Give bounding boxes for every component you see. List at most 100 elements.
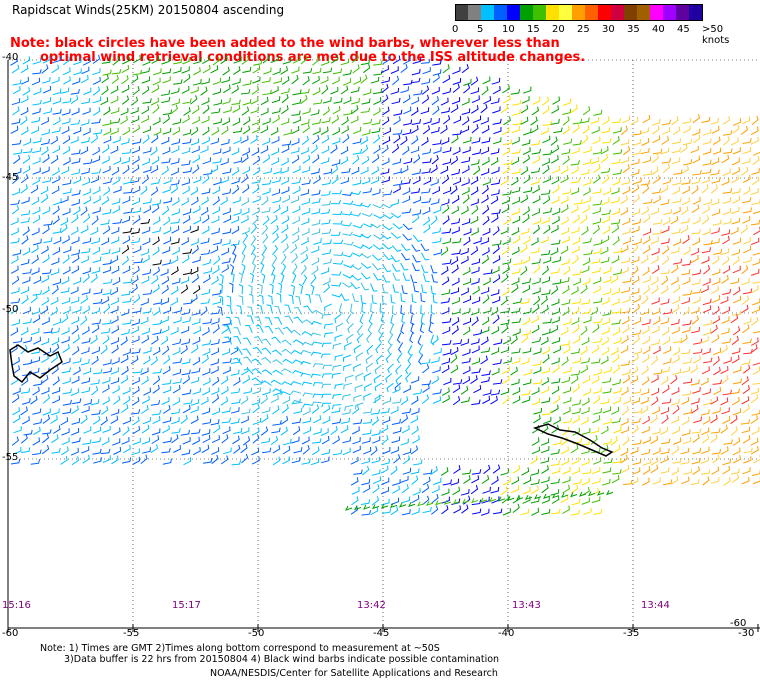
wind-barb: [232, 184, 240, 195]
wind-barb: [411, 119, 421, 125]
wind-barb: [372, 484, 380, 494]
wind-barb: [370, 283, 378, 292]
time-label-1: 15:16: [2, 600, 31, 611]
wind-barb: [562, 188, 572, 195]
wind-barb: [482, 395, 491, 404]
wind-barb: [71, 199, 80, 206]
wind-barb: [471, 499, 482, 506]
wind-barb: [262, 54, 270, 64]
wind-barb: [482, 306, 492, 314]
wind-barb: [211, 317, 220, 325]
wind-barb: [31, 327, 40, 336]
wind-barb: [92, 448, 102, 455]
wind-barb: [451, 317, 460, 326]
wind-barb: [170, 87, 180, 95]
wind-barb: [224, 336, 233, 345]
wind-barb: [10, 327, 19, 336]
wind-barb: [672, 284, 681, 294]
wind-barb: [562, 318, 572, 326]
wind-barb: [141, 105, 150, 115]
wind-barb: [80, 137, 90, 144]
wind-barb: [282, 445, 291, 455]
wind-barb: [110, 145, 119, 154]
wind-barb: [32, 69, 42, 75]
wind-barb: [451, 205, 460, 215]
wind-barb: [100, 97, 109, 106]
wind-barb: [122, 278, 133, 284]
wind-barb: [701, 116, 711, 123]
wind-barb: [172, 397, 181, 406]
wind-barb: [150, 165, 159, 174]
wind-barb: [222, 319, 232, 326]
wind-barb: [32, 157, 41, 165]
wind-barb: [401, 509, 411, 516]
wind-barb: [354, 505, 362, 511]
wind-barb: [321, 134, 330, 144]
wind-barb: [470, 198, 479, 206]
wind-barb: [300, 94, 308, 105]
wind-barb: [92, 155, 101, 163]
wind-barb: [550, 118, 560, 125]
wind-barb: [355, 402, 364, 410]
wind-barb: [311, 189, 321, 196]
wind-barb: [162, 76, 171, 84]
wind-barb: [692, 237, 701, 246]
wind-barb: [582, 187, 591, 196]
wind-barb: [363, 446, 372, 455]
wind-barb: [222, 426, 231, 435]
wind-barb: [650, 207, 660, 215]
wind-barb: [600, 146, 609, 155]
wind-barb: [597, 490, 605, 496]
wind-barb: [200, 207, 209, 216]
wind-barb: [503, 216, 511, 225]
wind-barb: [253, 379, 263, 386]
colorbar-swatch: [663, 4, 676, 20]
wind-barb: [522, 154, 530, 164]
wind-barb: [152, 117, 161, 126]
wind-barb: [400, 323, 405, 335]
wind-barb: [20, 387, 31, 394]
wind-barb: [733, 455, 741, 464]
wind-barb: [252, 166, 261, 176]
wind-barb: [722, 389, 732, 396]
wind-barb: [288, 294, 294, 304]
wind-barb: [302, 445, 310, 455]
wind-barb: [721, 154, 730, 164]
wind-barb: [630, 116, 639, 126]
wind-barb: [60, 223, 68, 234]
wind-barb: [140, 218, 151, 225]
wind-barb: [292, 89, 302, 96]
wind-barb: [442, 87, 452, 95]
wind-barb: [690, 307, 700, 314]
wind-barb: [741, 295, 750, 305]
wind-barb: [291, 253, 298, 264]
wind-barb: [50, 306, 58, 316]
wind-barb: [440, 97, 449, 106]
wind-barb: [392, 55, 401, 65]
wind-barb: [61, 117, 71, 125]
wind-barb: [192, 356, 201, 366]
wind-barb: [332, 342, 342, 350]
wind-barb: [409, 332, 414, 344]
wind-barb: [30, 184, 39, 194]
wind-barb: [411, 507, 420, 516]
wind-barb: [351, 486, 360, 495]
wind-barb: [251, 368, 262, 375]
wind-barb: [170, 327, 179, 335]
wind-barb: [721, 288, 731, 295]
wind-barb: [540, 446, 550, 454]
wind-barb: [202, 174, 210, 184]
wind-barb: [701, 446, 710, 454]
wind-barb: [732, 124, 740, 134]
wind-barb: [711, 227, 720, 235]
wind-barb: [22, 276, 31, 284]
wind-barb: [103, 135, 112, 144]
wind-barb: [442, 115, 451, 125]
wind-barb: [710, 433, 718, 444]
wind-barb: [672, 368, 682, 376]
wind-barb: [33, 336, 42, 345]
wind-barb: [642, 266, 650, 276]
wind-barb: [50, 353, 58, 364]
wind-barb: [292, 186, 301, 195]
wind-barb: [362, 244, 373, 250]
